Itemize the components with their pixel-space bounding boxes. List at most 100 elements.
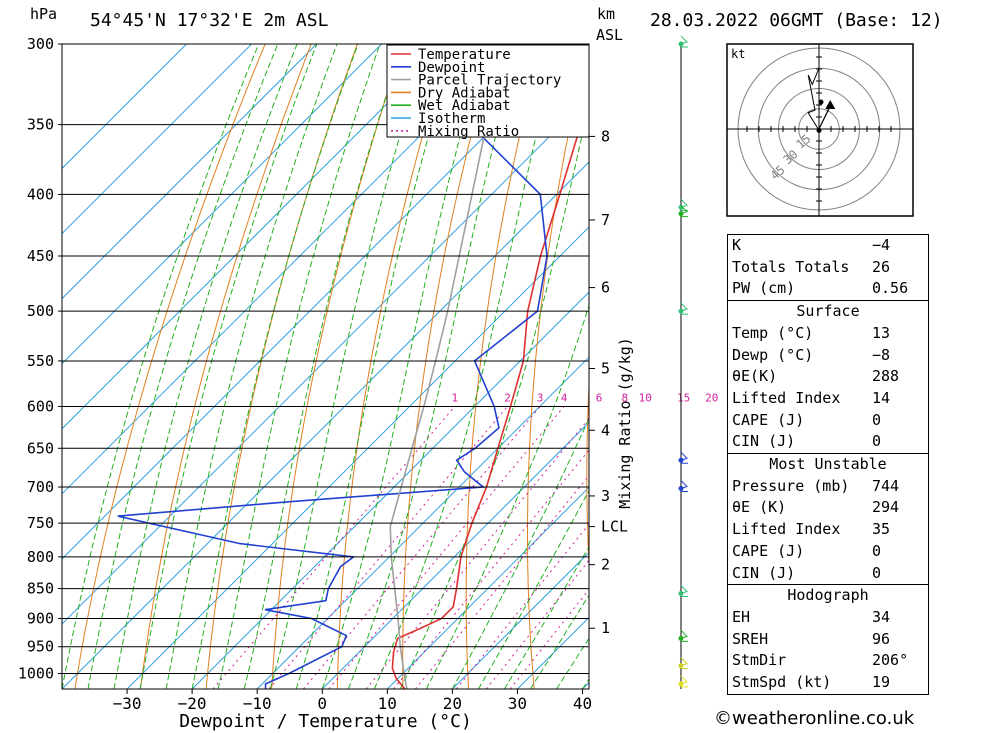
table-value: 13 [872,323,891,342]
mixing-ratio-label: 20 [705,391,718,404]
table-label: EH [732,607,751,626]
height-unit-label: km [597,5,616,23]
isotherm-line [62,44,317,300]
mixing-ratio-label: 10 [639,391,652,404]
dry-adiabat-line [205,44,358,689]
location-title: 54°45'N 17°32'E 2m ASL [90,10,329,31]
table-label: StmSpd (kt) [732,673,832,692]
table-row: StmSpd (kt) 19 [728,672,928,694]
table-row: Dewp (°C) −8 [728,345,928,367]
height-label: 2 [601,556,610,574]
height-label: 6 [601,279,610,297]
table-value: 0 [872,432,882,451]
hodograph-section-title: Hodograph [787,586,869,605]
wet-adiabat-line [139,44,318,689]
copyright-symbol: © [714,708,732,729]
table-label: CAPE (J) [732,541,805,560]
wet-adiabat-line [373,44,560,689]
wet-adiabat-line [425,303,589,689]
x-tick-label: −10 [243,694,272,713]
isotherm-line [126,226,589,689]
isotherm-line [386,486,589,689]
pressure-label: 350 [27,116,54,134]
wet-adiabat-line [62,44,260,689]
hodograph-unit-label: kt [731,47,745,61]
wet-adiabat-line [451,417,589,689]
pressure-label: 400 [27,185,54,203]
table-label: CIN (J) [732,432,796,451]
table-value: 0 [872,541,882,560]
table-row: θE(K) 288 [728,366,928,388]
height-unit-asl-label: ASL [596,26,624,44]
storm-motion-vector [818,105,831,130]
dry-adiabat-line [402,44,497,689]
mixing-ratio-label: 2 [504,391,511,404]
isotherm-line [191,291,589,689]
legend-label: Dewpoint [418,60,485,76]
table-row: Temp (°C) 13 [728,323,928,345]
dry-adiabat-line [140,44,312,689]
credit[interactable]: ©weatheronline.co.uk [714,708,914,729]
mixing-ratio-line [303,406,541,689]
mixing-ratio-line [455,523,589,689]
table-row: K −4 [728,235,928,257]
table-row: CAPE (J) 0 [728,410,928,432]
dry-adiabat-line [465,44,543,689]
table-row: StmDir 206° [728,650,928,672]
wind-barb [680,657,688,670]
pressure-label: 500 [27,302,54,320]
table-value: −4 [872,236,891,254]
mixing-ratio-labels: 12346810152025 [452,391,741,404]
pressure-label: 550 [27,352,54,370]
legend-box [386,44,590,138]
table-row: Lifted Index 35 [728,519,928,541]
wet-adiabat-line [529,594,589,689]
table-label: Totals Totals [732,257,850,276]
table-label: StmDir [732,651,787,670]
series-temperature [391,101,589,689]
dry-adiabat-line [336,44,450,689]
surface-section-title: Surface [796,302,860,321]
table-row: CIN (J) 0 [728,563,928,585]
x-tick-label: 20 [443,694,462,713]
pressure-label: 450 [27,247,54,265]
wet-adiabat-line [477,489,589,689]
wet-adiabat-line [87,44,279,689]
legend-label: Parcel Trajectory [418,73,561,89]
table-value: 206° [872,651,909,670]
table-value: −8 [872,345,891,364]
table-label: Lifted Index [732,388,841,407]
credit-text: weatheronline.co.uk [732,708,915,729]
dry-adiabat-line [644,44,680,689]
table-value: 0 [872,410,882,429]
table-value: 294 [872,498,900,517]
table-label: Temp (°C) [732,323,814,342]
height-label: 4 [601,421,610,439]
table-row: EH 34 [728,607,928,629]
hodograph-trace [807,68,820,131]
wet-adiabat-line [503,545,589,689]
x-axis-title: Dewpoint / Temperature (°C) [179,711,472,732]
series-parcel-trajectory [389,44,507,689]
legend-label: Dry Adiabat [418,85,511,101]
mixing-ratio-label: 8 [622,391,629,404]
height-label: 5 [601,359,610,377]
wind-barb [680,451,688,464]
wind-barb [680,302,688,315]
mixing-ratio-line [509,588,589,689]
wind-profile [678,35,688,689]
wet-adiabat-line [321,44,487,689]
isotherm-line [62,44,513,495]
mixing-ratio-label: 3 [537,391,544,404]
hodograph-point [818,99,824,105]
height-label: 8 [601,127,610,145]
x-tick-label: 0 [317,694,327,713]
wet-adiabat-line [191,44,359,689]
wet-adiabat-line [165,44,338,689]
height-label: LCL [601,518,628,536]
dry-adiabat-line [956,44,1000,689]
x-tick-label: −20 [178,694,207,713]
legend-label: Wet Adiabat [418,98,511,114]
